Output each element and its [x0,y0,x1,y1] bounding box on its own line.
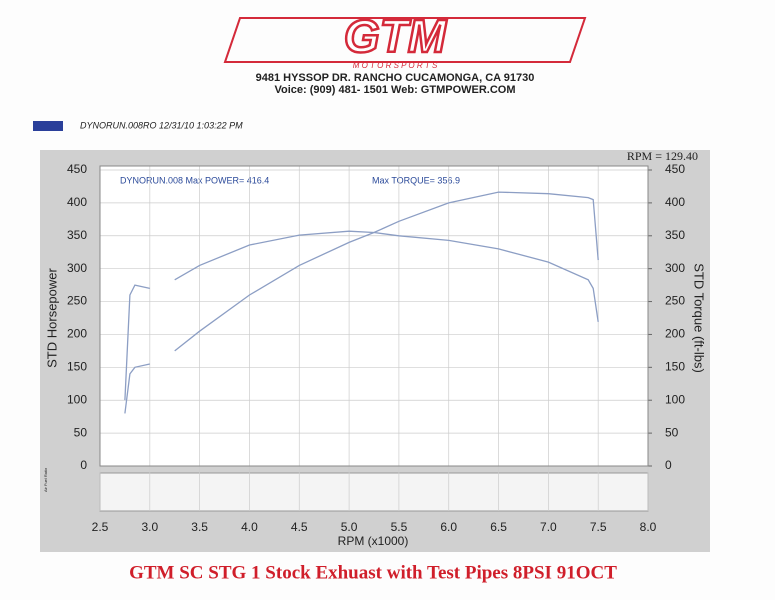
y-axis-label: STD Horsepower [44,267,59,367]
y2-tick-label: 350 [665,228,685,242]
address: 9481 HYSSOP DR. RANCHO CUCAMONGA, CA 917… [256,72,535,84]
y-tick-label: 400 [67,195,87,209]
y-tick-label: 50 [74,425,88,439]
x-tick-label: 4.5 [291,520,308,534]
x-tick-label: 7.0 [540,520,557,534]
logo: GTM [344,10,448,62]
x-tick-label: 6.5 [490,520,507,534]
y2-tick-label: 100 [665,392,685,406]
series-line [124,191,599,414]
legend-swatch [33,121,63,131]
plot-area [100,166,648,466]
y-tick-label: 450 [67,162,87,176]
x-tick-label: 7.5 [590,520,607,534]
y-tick-label: 200 [67,327,87,341]
logo-frame [223,17,587,63]
x-tick-label: 3.0 [141,520,158,534]
run-label: DYNORUN.008RO 12/31/10 1:03:22 PM [80,120,243,130]
y2-axis-label: STD Torque (ft-lbs) [692,263,707,373]
y2-tick-label: 150 [665,360,685,374]
y2-tick-label: 200 [665,327,685,341]
x-tick-label: 2.5 [92,520,109,534]
y2-tick-label: 0 [665,458,672,472]
y-tick-label: 0 [80,458,87,472]
x-axis-label: RPM (x1000) [338,534,409,548]
afr-label: Air Fuel Ratio [43,467,48,492]
y2-tick-label: 450 [665,162,685,176]
logo-sub: M O T O R S P O R T S [353,61,438,70]
series-line [124,230,599,401]
plot-border [99,165,649,467]
x-tick-label: 3.5 [191,520,208,534]
y-tick-label: 100 [67,392,87,406]
annotation: DYNORUN.008 Max POWER= 416.4 [120,175,269,185]
x-tick-label: 4.0 [241,520,258,534]
y2-tick-label: 300 [665,261,685,275]
annotation: RPM = 129.40 [627,149,698,163]
y-tick-label: 250 [67,294,87,308]
x-tick-label: 8.0 [640,520,657,534]
y2-tick-label: 50 [665,425,679,439]
y-tick-label: 350 [67,228,87,242]
x-tick-label: 6.0 [440,520,457,534]
y2-tick-label: 250 [665,294,685,308]
chart-title: GTM SC STG 1 Stock Exhuast with Test Pip… [129,562,617,583]
x-tick-label: 5.5 [391,520,408,534]
afr-panel [99,472,649,512]
y-tick-label: 300 [67,261,87,275]
y-tick-label: 150 [67,360,87,374]
contact: Voice: (909) 481- 1501 Web: GTMPOWER.COM [274,84,515,96]
annotation: Max TORQUE= 356.9 [372,175,460,185]
y2-tick-label: 400 [665,195,685,209]
x-tick-label: 5.0 [341,520,358,534]
